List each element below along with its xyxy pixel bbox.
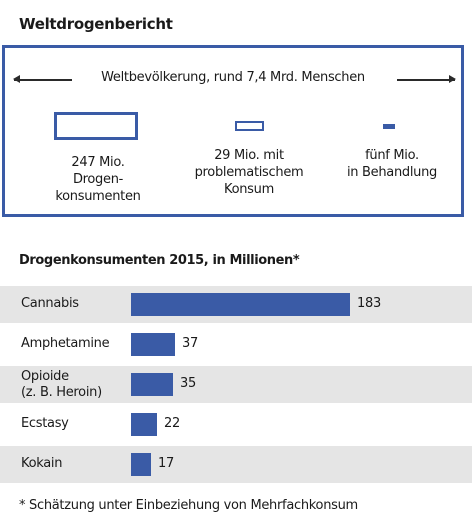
- bar-category-label: Kokain: [21, 456, 63, 471]
- bar-value-label: 183: [357, 296, 381, 311]
- chart-title: Drogenkonsumenten 2015, in Millionen*: [19, 253, 300, 268]
- treatment-caption: fünf Mio. in Behandlung: [346, 148, 438, 180]
- bar-value-label: 17: [158, 456, 174, 471]
- arrow-left-icon: [13, 76, 72, 82]
- page-title: Weltdrogenbericht: [19, 15, 173, 33]
- footnote: * Schätzung unter Einbeziehung von Mehrf…: [19, 498, 358, 513]
- bar-row: Kokain 17: [0, 446, 472, 483]
- bar-row: Opioide (z. B. Heroin) 35: [0, 366, 472, 403]
- treatment-square-icon: [383, 124, 395, 129]
- bar: [131, 333, 175, 356]
- world-population-label: Weltbevölkerung, rund 7,4 Mrd. Menschen: [101, 70, 365, 85]
- bar-category-label: Amphetamine: [21, 336, 110, 351]
- bar-value-label: 35: [180, 376, 196, 391]
- bar-row: Ecstasy 22: [0, 406, 472, 443]
- bar-category-label: Ecstasy: [21, 416, 69, 431]
- bar: [131, 453, 151, 476]
- world-population-box: Weltbevölkerung, rund 7,4 Mrd. Menschen …: [2, 45, 464, 217]
- bar-value-label: 37: [182, 336, 198, 351]
- bar: [131, 293, 350, 316]
- arrow-right-icon: [397, 76, 456, 82]
- bar: [131, 413, 157, 436]
- bar-category-label: Opioide (z. B. Heroin): [21, 369, 102, 400]
- drug-users-caption: 247 Mio. Drogen- konsumenten: [55, 155, 141, 204]
- bar-row: Cannabis 183: [0, 286, 472, 323]
- bar-value-label: 22: [164, 416, 180, 431]
- problematic-use-square-icon: [235, 121, 264, 131]
- bar-row: Amphetamine 37: [0, 326, 472, 363]
- bar: [131, 373, 173, 396]
- bar-category-label: Cannabis: [21, 296, 79, 311]
- problematic-use-caption: 29 Mio. mit problematischem Konsum: [194, 148, 304, 197]
- drug-users-square-icon: [54, 112, 138, 140]
